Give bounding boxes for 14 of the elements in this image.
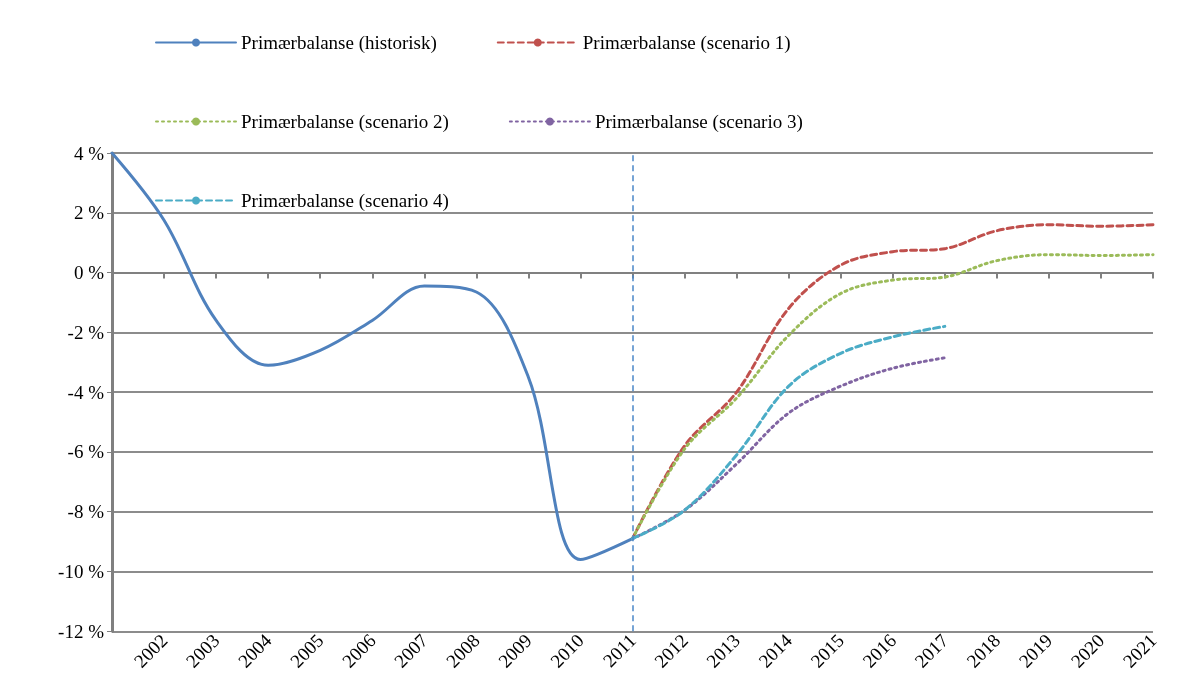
legend-label: Primærbalanse (scenario 4) [241,190,449,212]
y-tick-label: -6 % [67,441,105,463]
y-tick-label: -12 % [58,620,105,642]
y-tick-label: 0 % [73,262,105,284]
y-tick-label: -10 % [58,561,105,582]
y-tick-label: -8 % [67,501,105,523]
legend-label: Primærbalanse (scenario 1) [582,32,791,54]
y-tick-label: -4 % [67,381,105,403]
legend-label: Primærbalanse (scenario 2) [241,111,449,133]
legend-label: Primærbalanse (historisk) [241,32,437,54]
legend-label: Primærbalanse (scenario 3) [594,111,803,133]
y-tick-label: 4 % [73,142,105,164]
y-tick-label: -2 % [67,321,105,343]
y-tick-label: 2 % [73,202,105,224]
